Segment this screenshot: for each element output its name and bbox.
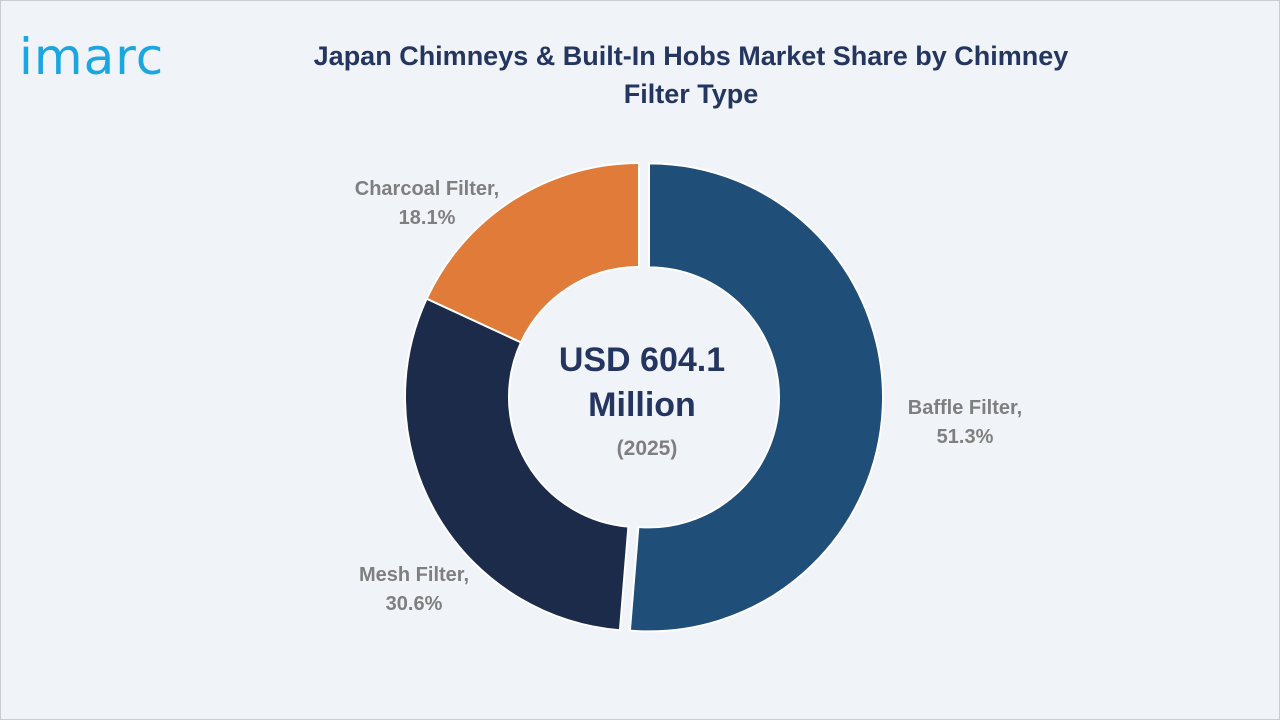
slice-label-value-baffle: 51.3% — [937, 426, 994, 448]
center-value-line1: USD 604.1 — [559, 341, 725, 379]
chart-title: Japan Chimneys & Built-In Hobs Market Sh… — [313, 41, 1069, 109]
imarc-logo: imarc — [19, 28, 165, 86]
slice-label-name-baffle: Baffle Filter, — [908, 397, 1022, 419]
slice-charcoal-filter — [425, 161, 640, 344]
slice-label-name-charcoal: Charcoal Filter, — [355, 178, 500, 200]
slices-group — [404, 161, 884, 633]
slice-label-value-charcoal: 18.1% — [399, 207, 456, 229]
slice-baffle-filter — [628, 162, 884, 633]
slice-mesh-filter — [404, 297, 630, 632]
slice-label-name-mesh: Mesh Filter, — [359, 564, 469, 586]
center-value-line2: Million — [588, 386, 696, 424]
slice-label-value-mesh: 30.6% — [386, 593, 443, 615]
center-year: (2025) — [617, 437, 678, 460]
